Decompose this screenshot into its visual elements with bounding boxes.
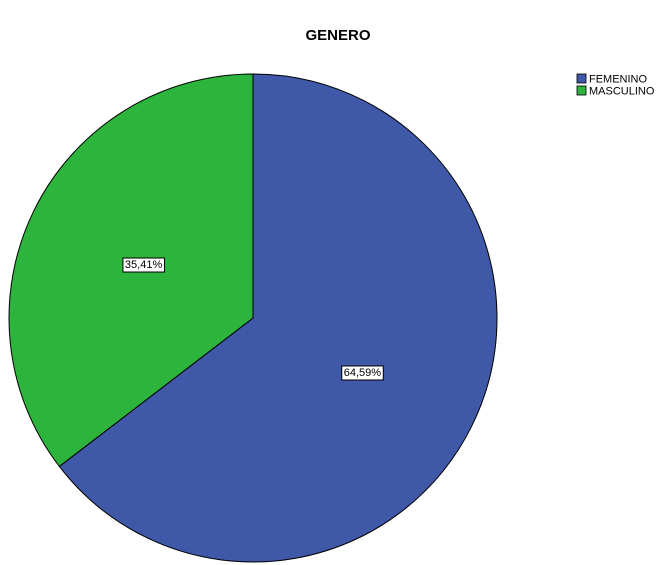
pie-slices xyxy=(8,73,498,563)
data-label-text: 35,41% xyxy=(125,259,163,271)
pie-data-labels: 64,59% 35,41% xyxy=(122,257,384,381)
legend-label: FEMENINO xyxy=(589,74,648,86)
data-label-box xyxy=(341,365,384,381)
data-label-box xyxy=(122,257,165,273)
data-label-text: 64,59% xyxy=(344,367,382,379)
data-label-femenino: 64,59% xyxy=(341,365,384,381)
pie-slice-femenino xyxy=(58,73,498,563)
legend-item-masculino: MASCULINO xyxy=(576,85,655,98)
data-label-masculino: 35,41% xyxy=(122,257,165,273)
legend-swatch xyxy=(576,73,587,84)
legend-item-femenino: FEMENINO xyxy=(576,73,648,86)
chart-title: GENERO xyxy=(305,27,370,44)
legend-swatch xyxy=(576,85,587,96)
legend-label: MASCULINO xyxy=(589,86,655,98)
